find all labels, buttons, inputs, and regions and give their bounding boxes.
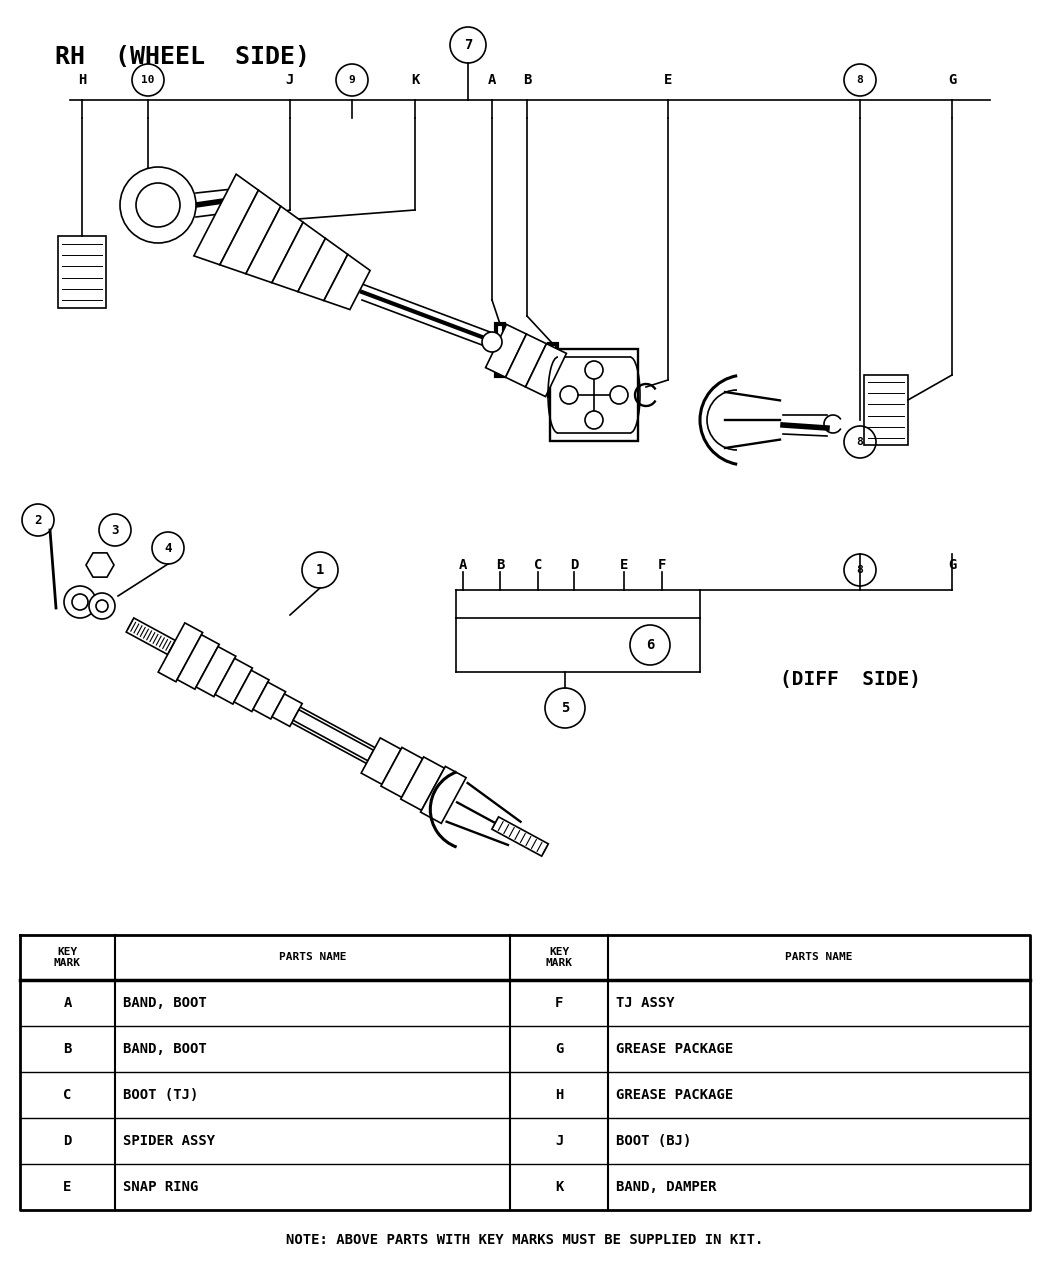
Text: SPIDER ASSY: SPIDER ASSY [123,1134,215,1148]
Circle shape [64,586,96,618]
Circle shape [72,594,88,610]
Polygon shape [505,335,546,387]
Text: PARTS NAME: PARTS NAME [278,953,346,963]
Text: D: D [570,558,579,572]
Text: K: K [411,73,419,87]
Polygon shape [126,618,175,655]
Text: GREASE PACKAGE: GREASE PACKAGE [616,1042,733,1056]
Circle shape [96,600,108,612]
Text: KEY
MARK: KEY MARK [546,946,572,968]
Text: GREASE PACKAGE: GREASE PACKAGE [616,1088,733,1102]
Text: C: C [533,558,542,572]
Text: 10: 10 [142,75,154,86]
Text: RH  (WHEEL  SIDE): RH (WHEEL SIDE) [55,45,310,69]
Text: (DIFF  SIDE): (DIFF SIDE) [780,670,921,690]
Text: E: E [63,1180,71,1194]
Text: 9: 9 [349,75,355,86]
Text: BAND, BOOT: BAND, BOOT [123,1042,207,1056]
Polygon shape [234,670,269,711]
Text: 4: 4 [164,541,172,554]
Text: 8: 8 [857,437,863,447]
Text: 7: 7 [464,38,473,52]
Text: 6: 6 [646,638,654,653]
Text: BOOT (TJ): BOOT (TJ) [123,1088,198,1102]
Text: 2: 2 [35,513,42,526]
Text: 3: 3 [111,524,119,536]
Polygon shape [485,324,526,377]
Polygon shape [298,239,348,300]
Polygon shape [219,190,280,273]
Text: 8: 8 [857,564,863,575]
Polygon shape [194,174,258,264]
Polygon shape [246,207,303,282]
Text: K: K [554,1180,563,1194]
Text: D: D [63,1134,71,1148]
Text: H: H [554,1088,563,1102]
Polygon shape [361,738,401,784]
Circle shape [89,593,116,619]
Circle shape [120,167,196,243]
Text: G: G [948,558,957,572]
Circle shape [482,332,502,352]
Text: G: G [948,73,957,87]
Polygon shape [421,766,466,824]
Text: A: A [459,558,467,572]
Circle shape [610,386,628,404]
Text: F: F [657,558,666,572]
Text: 5: 5 [561,701,569,715]
Text: H: H [78,73,86,87]
Polygon shape [196,646,236,697]
Text: C: C [63,1088,71,1102]
Bar [550,349,638,441]
Polygon shape [381,747,423,797]
Text: A: A [63,996,71,1010]
Text: E: E [620,558,628,572]
Text: KEY
MARK: KEY MARK [54,946,81,968]
Polygon shape [293,710,374,761]
Text: PARTS NAME: PARTS NAME [785,953,853,963]
Polygon shape [272,222,326,291]
Circle shape [585,411,603,429]
Circle shape [585,361,603,379]
Polygon shape [401,757,444,811]
Text: A: A [488,73,497,87]
Polygon shape [272,693,302,727]
Text: J: J [286,73,294,87]
Bar [58,236,106,308]
Bar [864,375,908,444]
Text: J: J [554,1134,563,1148]
Polygon shape [491,817,548,856]
Bar [496,324,504,375]
Text: 8: 8 [857,75,863,86]
Circle shape [136,183,180,227]
Text: BOOT (BJ): BOOT (BJ) [616,1134,691,1148]
Polygon shape [177,635,219,690]
Text: E: E [664,73,672,87]
Text: NOTE: ABOVE PARTS WITH KEY MARKS MUST BE SUPPLIED IN KIT.: NOTE: ABOVE PARTS WITH KEY MARKS MUST BE… [287,1234,763,1248]
Text: B: B [523,73,531,87]
Text: BAND, BOOT: BAND, BOOT [123,996,207,1010]
Text: B: B [496,558,504,572]
Circle shape [560,386,578,404]
Polygon shape [526,344,566,397]
Text: B: B [63,1042,71,1056]
Text: F: F [554,996,563,1010]
Text: TJ ASSY: TJ ASSY [616,996,674,1010]
Polygon shape [215,659,252,704]
Polygon shape [159,623,203,682]
Text: SNAP RING: SNAP RING [123,1180,198,1194]
Bar [549,344,556,396]
Text: 1: 1 [316,563,324,577]
Polygon shape [253,682,286,719]
Polygon shape [323,254,370,309]
Text: G: G [554,1042,563,1056]
Text: BAND, DAMPER: BAND, DAMPER [616,1180,716,1194]
